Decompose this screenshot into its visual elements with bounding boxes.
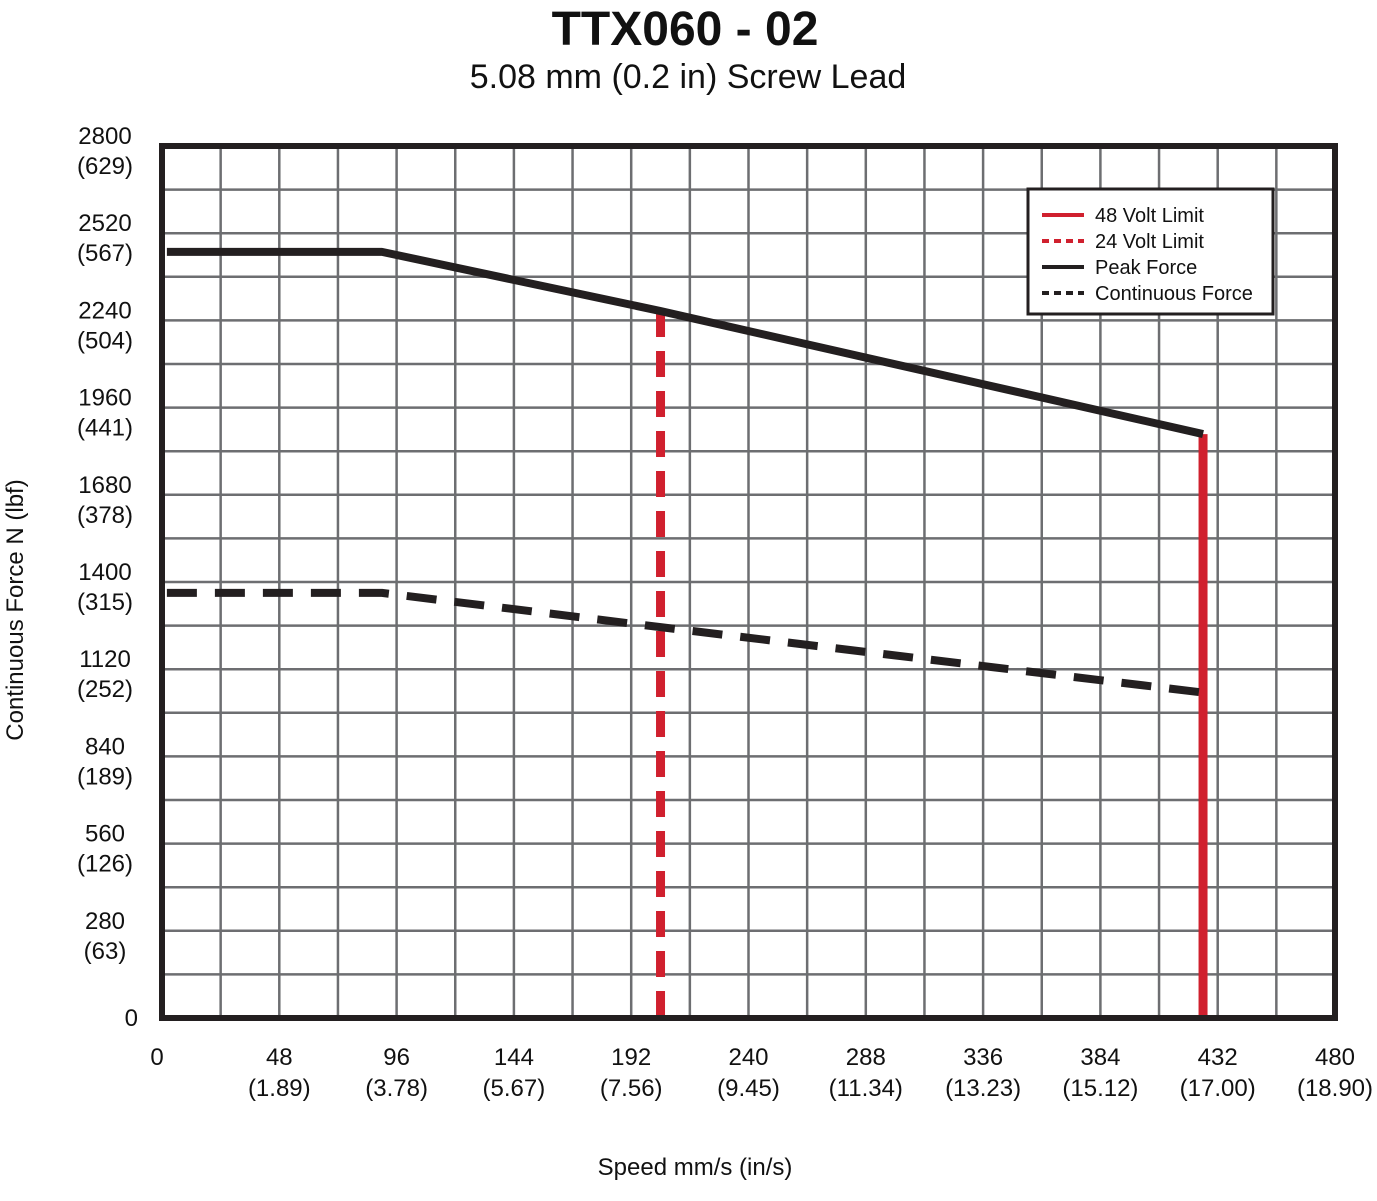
x-tick-label: 192 [611,1044,651,1071]
plot-frame [159,143,1338,1021]
y-tick-sublabel: (567) [77,240,133,267]
y-tick-sublabel: (252) [77,676,133,703]
x-tick-label: 240 [728,1044,768,1071]
x-tick-label: 432 [1198,1044,1238,1071]
x-tick-sublabel: (18.90) [1297,1075,1373,1102]
x-tick-sublabel: (5.67) [483,1075,546,1102]
x-tick-label: 96 [383,1044,410,1071]
chart-legend: 48 Volt Limit 24 Volt Limit Peak Force Cont… [1026,187,1275,316]
x-axis-ticks: 0 48 (1.89) 96 (3.78) 144 (5.67) 192 (7.56) 240 (9… [150,1044,1373,1102]
chart-series [166,247,1208,1018]
y-tick-sublabel: (504) [77,327,133,354]
y-tick-label: 840 [85,733,125,760]
chart-grid [162,146,1335,1018]
legend-label: Continuous Force [1095,283,1253,305]
x-tick-label: 336 [963,1044,1003,1071]
y-axis-label: Continuous Force N (lbf) [2,479,29,740]
y-axis-ticks: 0 280 (63) 560 (126) 840 (189) 1120 (252) 1400 (31… [77,123,138,1032]
y-tick-label: 2240 [78,297,131,324]
x-tick-label: 384 [1080,1044,1120,1071]
x-axis-label: Speed mm/s (in/s) [598,1154,793,1181]
y-tick-sublabel: (63) [84,938,127,965]
x-tick-sublabel: (7.56) [600,1075,663,1102]
chart-title: TTX060 - 02 [551,3,819,56]
y-tick-sublabel: (189) [77,763,133,790]
x-tick-label: 48 [266,1044,293,1071]
y-tick-label: 2520 [78,210,131,237]
y-tick-label: 2800 [78,123,131,150]
legend-label: 24 Volt Limit [1095,231,1204,253]
x-tick-sublabel: (15.12) [1062,1075,1138,1102]
series-peak-force [166,247,1204,438]
x-tick-sublabel: (17.00) [1180,1075,1256,1102]
x-tick-label: 480 [1315,1044,1355,1071]
x-tick-sublabel: (13.23) [945,1075,1021,1102]
x-tick-sublabel: (1.89) [248,1075,311,1102]
x-tick-label: 144 [494,1044,534,1071]
y-tick-label: 280 [85,908,125,935]
x-tick-label: 0 [150,1044,163,1071]
y-tick-label: 1400 [78,559,131,586]
x-tick-sublabel: (3.78) [365,1075,428,1102]
x-tick-sublabel: (9.45) [717,1075,780,1102]
legend-label: Peak Force [1095,257,1197,279]
x-tick-sublabel: (11.34) [829,1075,903,1102]
chart-subtitle: 5.08 mm (0.2 in) Screw Lead [469,58,907,96]
y-tick-sublabel: (315) [77,589,133,616]
y-tick-sublabel: (629) [77,153,133,180]
y-tick-label: 0 [125,1005,138,1032]
y-tick-sublabel: (441) [77,415,133,442]
y-tick-sublabel: (378) [77,502,133,529]
y-tick-label: 1680 [78,472,131,499]
y-tick-sublabel: (126) [77,851,133,878]
y-tick-label: 1120 [79,646,131,673]
series-continuous-force [166,588,1204,697]
legend-label: 48 Volt Limit [1095,205,1204,227]
y-tick-label: 1960 [78,385,131,412]
y-tick-label: 560 [85,821,125,848]
x-tick-label: 288 [846,1044,886,1071]
